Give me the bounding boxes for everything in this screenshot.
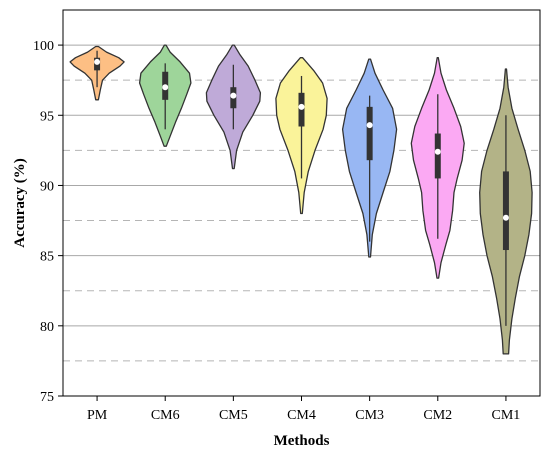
violin-cm3 <box>341 58 398 258</box>
violins <box>69 44 533 355</box>
x-tick-label: CM1 <box>492 408 521 423</box>
violin-pm <box>69 45 125 101</box>
y-tick-label: 85 <box>40 250 54 265</box>
x-tick-label: CM4 <box>287 408 316 423</box>
y-tick-label: 95 <box>40 109 54 124</box>
y-tick-label: 90 <box>40 179 54 194</box>
y-tick-label: 75 <box>40 390 54 405</box>
iqr-box <box>366 106 373 161</box>
violin-cm4 <box>275 57 328 215</box>
iqr-box <box>502 171 509 251</box>
median-point <box>502 214 509 221</box>
x-tick-label: CM3 <box>355 408 384 423</box>
violin-cm1 <box>479 68 533 355</box>
y-axis-title: Accuracy (%) <box>12 158 28 248</box>
median-point <box>162 84 169 91</box>
median-point <box>366 122 373 129</box>
median-point <box>298 103 305 110</box>
x-tick-label: CM5 <box>219 408 248 423</box>
median-point <box>230 92 237 99</box>
violin-cm2 <box>410 57 465 279</box>
x-tick-label: CM6 <box>151 408 180 423</box>
median-point <box>434 148 441 155</box>
median-point <box>94 58 101 65</box>
iqr-box <box>434 133 441 179</box>
axis-ticks: 75 80 85 90 95 100 PM CM6 CM5 CM4 CM3 CM2 CM1 <box>33 39 520 423</box>
x-axis-title: Methods <box>274 433 330 449</box>
x-tick-label: PM <box>87 408 108 423</box>
y-tick-label: 80 <box>40 320 54 335</box>
y-tick-label: 100 <box>33 39 54 54</box>
violin-cm6 <box>138 44 192 147</box>
x-tick-label: CM2 <box>423 408 452 423</box>
violin-cm5 <box>205 44 262 170</box>
